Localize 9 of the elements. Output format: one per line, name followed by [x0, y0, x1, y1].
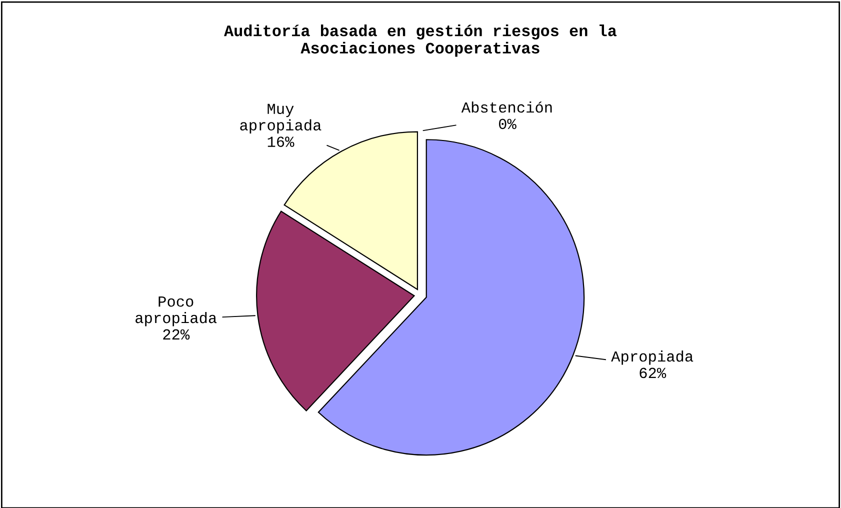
data-label: 16%: [268, 136, 294, 147]
slice-label: Muy apropiada: [240, 104, 322, 134]
data-label: 62%: [640, 368, 666, 378]
slice-label: Poco apropiada: [136, 296, 217, 326]
chart-title: Auditoría basada en gestión riesgos en la Asociaciones Cooperativas: [224, 24, 617, 57]
text: 0%: [498, 118, 516, 130]
slice-label: Apropiada: [611, 350, 694, 365]
data-label: 22%: [163, 329, 190, 340]
category-label: Abstención: [461, 101, 552, 113]
